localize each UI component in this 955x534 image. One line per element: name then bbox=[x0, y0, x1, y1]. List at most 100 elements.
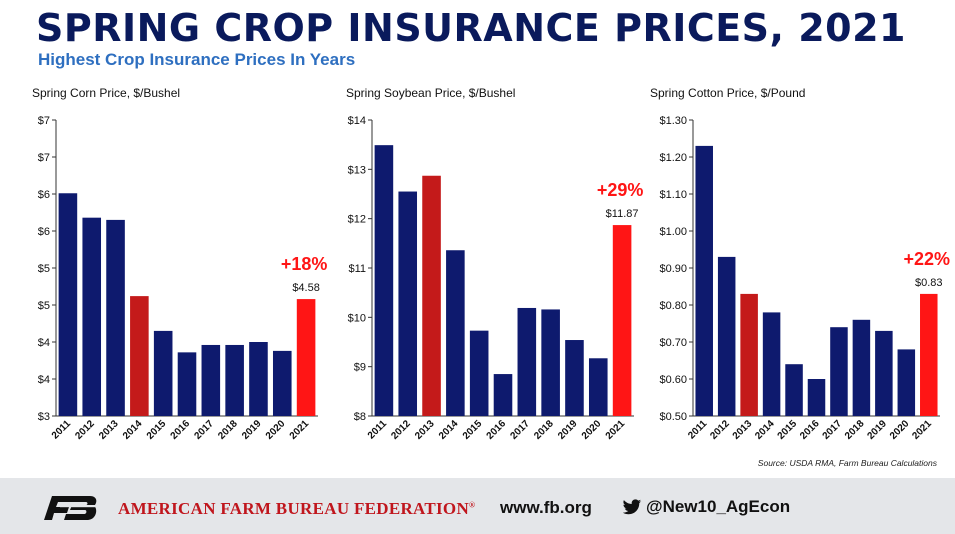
data-label-2021: $4.58 bbox=[292, 282, 320, 294]
x-tick-label: 2021 bbox=[910, 418, 934, 442]
data-label-2021: $0.83 bbox=[915, 277, 943, 289]
bar-2015 bbox=[153, 330, 173, 416]
bar-2014 bbox=[762, 312, 781, 416]
bar-2018 bbox=[852, 319, 871, 416]
x-tick-label: 2018 bbox=[843, 418, 867, 442]
x-tick-label: 2014 bbox=[121, 418, 145, 442]
website-link[interactable]: www.fb.org bbox=[500, 498, 592, 517]
page-title: SPRING CROP INSURANCE PRICES, 2021 bbox=[36, 6, 906, 50]
x-tick-label: 2014 bbox=[753, 418, 777, 442]
chart-title: Spring Corn Price, $/Bushel bbox=[32, 86, 180, 100]
x-tick-label: 2016 bbox=[485, 418, 509, 442]
y-tick-label: $0.60 bbox=[659, 374, 687, 386]
y-tick-label: $12 bbox=[348, 214, 366, 226]
x-tick-label: 2017 bbox=[821, 418, 845, 442]
y-tick-label: $0.90 bbox=[659, 263, 687, 275]
footer-bar: AMERICAN FARM BUREAU FEDERATION® www.fb.… bbox=[0, 478, 955, 534]
bar-2014 bbox=[446, 250, 465, 416]
org-name: AMERICAN FARM BUREAU FEDERATION® bbox=[118, 499, 476, 518]
x-tick-label: 2021 bbox=[604, 418, 628, 442]
x-tick-label: 2011 bbox=[50, 418, 73, 441]
bar-2019 bbox=[875, 330, 893, 416]
bar-2016 bbox=[807, 379, 826, 416]
y-tick-label: $4 bbox=[38, 337, 50, 349]
y-tick-label: $13 bbox=[348, 164, 366, 176]
y-tick-label: $0.80 bbox=[659, 300, 687, 312]
y-tick-label: $1.20 bbox=[659, 152, 687, 164]
y-tick-label: $4 bbox=[38, 374, 50, 386]
bar-2020 bbox=[272, 350, 292, 416]
bar-2013 bbox=[422, 175, 441, 416]
bar-2011 bbox=[58, 193, 78, 416]
bar-2017 bbox=[201, 344, 221, 416]
bar-2020 bbox=[897, 349, 916, 416]
bar-2021 bbox=[296, 299, 316, 416]
x-tick-label: 2019 bbox=[865, 418, 889, 442]
x-tick-label: 2015 bbox=[776, 418, 800, 442]
y-tick-label: $7 bbox=[38, 115, 50, 127]
bar-2013 bbox=[106, 219, 125, 416]
x-tick-label: 2019 bbox=[556, 418, 580, 442]
twitter-handle-text: @New10_AgEcon bbox=[646, 497, 791, 516]
trademark: ® bbox=[469, 500, 476, 510]
chart-title: Spring Soybean Price, $/Bushel bbox=[346, 86, 515, 100]
cotton-price-chart: Spring Cotton Price, $/Pound $0.50 $0.60 $0… bbox=[650, 86, 950, 442]
x-tick-label: 2013 bbox=[731, 418, 755, 442]
bar-2016 bbox=[493, 374, 513, 416]
x-tick-label: 2011 bbox=[686, 418, 709, 441]
y-tick-label: $9 bbox=[354, 362, 366, 374]
x-tick-label: 2012 bbox=[73, 418, 97, 442]
bar-2017 bbox=[517, 307, 537, 416]
x-tick-label: 2013 bbox=[97, 418, 121, 442]
x-tick-label: 2015 bbox=[461, 418, 485, 442]
page-subtitle: Highest Crop Insurance Prices In Years bbox=[38, 50, 356, 69]
fb-logo-icon bbox=[44, 496, 98, 520]
y-tick-label: $6 bbox=[38, 226, 50, 238]
x-tick-label: 2021 bbox=[288, 418, 312, 442]
bar-2018 bbox=[225, 344, 244, 416]
y-tick-label: $8 bbox=[354, 411, 366, 423]
x-tick-label: 2020 bbox=[888, 418, 912, 442]
x-tick-label: 2015 bbox=[145, 418, 169, 442]
x-tick-label: 2018 bbox=[532, 418, 556, 442]
change-annotation: +18% bbox=[281, 254, 328, 274]
twitter-handle[interactable]: @New10_AgEcon bbox=[622, 497, 790, 517]
y-tick-label: $0.70 bbox=[659, 337, 687, 349]
bar-2013 bbox=[740, 293, 758, 416]
x-tick-label: 2017 bbox=[508, 418, 532, 442]
x-tick-label: 2016 bbox=[169, 418, 193, 442]
x-tick-label: 2016 bbox=[798, 418, 822, 442]
x-tick-label: 2014 bbox=[437, 418, 461, 442]
bar-2018 bbox=[541, 309, 560, 416]
bar-2014 bbox=[130, 296, 149, 416]
bar-2016 bbox=[177, 352, 197, 416]
corn-price-chart: Spring Corn Price, $/Bushel $3 $4 $4 $5 $5 $6 $… bbox=[32, 86, 328, 442]
y-tick-label: $10 bbox=[348, 312, 366, 324]
y-tick-label: $6 bbox=[38, 189, 50, 201]
y-tick-label: $11 bbox=[348, 263, 366, 275]
bar-2011 bbox=[695, 145, 713, 416]
x-tick-label: 2020 bbox=[580, 418, 604, 442]
source-note: Source: USDA RMA, Farm Bureau Calculatio… bbox=[757, 458, 937, 468]
chart-title: Spring Cotton Price, $/Pound bbox=[650, 86, 805, 100]
y-tick-label: $7 bbox=[38, 152, 50, 164]
bar-2019 bbox=[565, 340, 584, 416]
x-tick-label: 2012 bbox=[389, 418, 413, 442]
y-tick-label: $5 bbox=[38, 300, 50, 312]
y-tick-label: $14 bbox=[348, 115, 366, 127]
bar-2012 bbox=[82, 217, 102, 416]
y-tick-label: $3 bbox=[38, 411, 50, 423]
bar-2021 bbox=[920, 293, 938, 416]
bar-2011 bbox=[374, 145, 394, 416]
y-tick-label: $1.30 bbox=[659, 115, 687, 127]
x-tick-label: 2018 bbox=[216, 418, 240, 442]
x-tick-label: 2012 bbox=[708, 418, 732, 442]
bar-2015 bbox=[785, 364, 803, 416]
bar-2020 bbox=[588, 358, 608, 416]
y-tick-label: $1.00 bbox=[659, 226, 687, 238]
y-tick-label: $1.10 bbox=[659, 189, 687, 201]
x-tick-label: 2011 bbox=[366, 418, 389, 441]
x-tick-label: 2013 bbox=[413, 418, 437, 442]
x-tick-label: 2019 bbox=[240, 418, 264, 442]
bar-2021 bbox=[612, 225, 632, 416]
